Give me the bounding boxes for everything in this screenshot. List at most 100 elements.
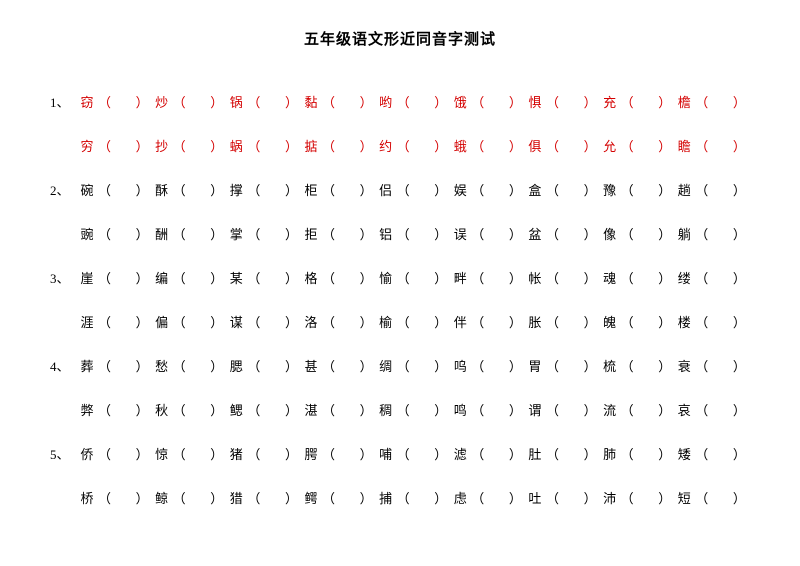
blank-paren[interactable]: （）: [245, 268, 302, 287]
blank-paren[interactable]: （）: [395, 136, 452, 155]
blank-paren[interactable]: （）: [693, 92, 750, 111]
paren-open: （: [397, 400, 410, 419]
char-cell: 榆（）: [377, 312, 452, 331]
blank-paren[interactable]: （）: [693, 312, 750, 331]
blank-paren[interactable]: （）: [96, 268, 153, 287]
blank-paren[interactable]: （）: [171, 268, 228, 287]
blank-paren[interactable]: （）: [469, 92, 526, 111]
blank-paren[interactable]: （）: [619, 180, 676, 199]
blank-paren[interactable]: （）: [619, 268, 676, 287]
blank-paren[interactable]: （）: [320, 92, 377, 111]
blank-paren[interactable]: （）: [395, 312, 452, 331]
blank-paren[interactable]: （）: [320, 444, 377, 463]
blank-paren[interactable]: （）: [469, 488, 526, 507]
blank-paren[interactable]: （）: [171, 312, 228, 331]
blank-paren[interactable]: （）: [96, 312, 153, 331]
blank-paren[interactable]: （）: [96, 92, 153, 111]
blank-paren[interactable]: （）: [395, 444, 452, 463]
blank-paren[interactable]: （）: [320, 356, 377, 375]
blank-paren[interactable]: （）: [96, 136, 153, 155]
blank-paren[interactable]: （）: [693, 444, 750, 463]
blank-paren[interactable]: （）: [469, 268, 526, 287]
blank-paren[interactable]: （）: [693, 136, 750, 155]
blank-paren[interactable]: （）: [171, 400, 228, 419]
blank-paren[interactable]: （）: [544, 488, 601, 507]
blank-paren[interactable]: （）: [171, 488, 228, 507]
blank-paren[interactable]: （）: [693, 356, 750, 375]
blank-paren[interactable]: （）: [245, 224, 302, 243]
char-cell: 肺（）: [601, 444, 676, 463]
blank-paren[interactable]: （）: [544, 180, 601, 199]
blank-paren[interactable]: （）: [245, 356, 302, 375]
blank-paren[interactable]: （）: [619, 444, 676, 463]
blank-paren[interactable]: （）: [320, 488, 377, 507]
blank-paren[interactable]: （）: [619, 312, 676, 331]
blank-paren[interactable]: （）: [320, 224, 377, 243]
blank-paren[interactable]: （）: [395, 400, 452, 419]
blank-paren[interactable]: （）: [469, 180, 526, 199]
blank-paren[interactable]: （）: [619, 92, 676, 111]
hanzi-char: 愉: [377, 268, 395, 287]
blank-paren[interactable]: （）: [320, 180, 377, 199]
blank-paren[interactable]: （）: [544, 92, 601, 111]
blank-paren[interactable]: （）: [544, 400, 601, 419]
blank-paren[interactable]: （）: [245, 488, 302, 507]
blank-paren[interactable]: （）: [469, 400, 526, 419]
blank-paren[interactable]: （）: [544, 136, 601, 155]
blank-paren[interactable]: （）: [693, 180, 750, 199]
blank-paren[interactable]: （）: [245, 444, 302, 463]
blank-paren[interactable]: （）: [544, 356, 601, 375]
blank-paren[interactable]: （）: [96, 224, 153, 243]
blank-paren[interactable]: （）: [693, 268, 750, 287]
blank-paren[interactable]: （）: [469, 224, 526, 243]
blank-paren[interactable]: （）: [395, 224, 452, 243]
blank-paren[interactable]: （）: [320, 312, 377, 331]
blank-paren[interactable]: （）: [96, 356, 153, 375]
hanzi-char: 桥: [78, 488, 96, 507]
blank-paren[interactable]: （）: [544, 224, 601, 243]
blank-paren[interactable]: （）: [171, 92, 228, 111]
blank-paren[interactable]: （）: [171, 444, 228, 463]
blank-paren[interactable]: （）: [619, 356, 676, 375]
blank-paren[interactable]: （）: [245, 400, 302, 419]
blank-paren[interactable]: （）: [544, 268, 601, 287]
blank-paren[interactable]: （）: [693, 224, 750, 243]
blank-paren[interactable]: （）: [96, 488, 153, 507]
blank-paren[interactable]: （）: [395, 180, 452, 199]
char-cell: 编（）: [153, 268, 228, 287]
blank-paren[interactable]: （）: [245, 136, 302, 155]
blank-paren[interactable]: （）: [320, 136, 377, 155]
blank-paren[interactable]: （）: [245, 312, 302, 331]
blank-paren[interactable]: （）: [619, 224, 676, 243]
blank-paren[interactable]: （）: [96, 444, 153, 463]
blank-paren[interactable]: （）: [469, 136, 526, 155]
blank-paren[interactable]: （）: [395, 268, 452, 287]
blank-paren[interactable]: （）: [245, 180, 302, 199]
blank-paren[interactable]: （）: [320, 400, 377, 419]
blank-paren[interactable]: （）: [619, 488, 676, 507]
blank-paren[interactable]: （）: [544, 312, 601, 331]
blank-paren[interactable]: （）: [395, 488, 452, 507]
blank-paren[interactable]: （）: [171, 356, 228, 375]
blank-paren[interactable]: （）: [469, 312, 526, 331]
blank-paren[interactable]: （）: [171, 224, 228, 243]
blank-paren[interactable]: （）: [96, 180, 153, 199]
blank-paren[interactable]: （）: [469, 444, 526, 463]
blank-paren[interactable]: （）: [693, 488, 750, 507]
blank-paren[interactable]: （）: [96, 400, 153, 419]
blank-paren[interactable]: （）: [619, 400, 676, 419]
blank-paren[interactable]: （）: [693, 400, 750, 419]
blank-paren[interactable]: （）: [395, 356, 452, 375]
blank-paren[interactable]: （）: [395, 92, 452, 111]
blank-paren[interactable]: （）: [469, 356, 526, 375]
paren-close: ）: [658, 136, 671, 155]
blank-paren[interactable]: （）: [245, 92, 302, 111]
blank-paren[interactable]: （）: [320, 268, 377, 287]
blank-paren[interactable]: （）: [171, 180, 228, 199]
hanzi-char: 猪: [227, 444, 245, 463]
paren-close: ）: [136, 356, 149, 375]
blank-paren[interactable]: （）: [171, 136, 228, 155]
blank-paren[interactable]: （）: [544, 444, 601, 463]
paren-close: ）: [658, 92, 671, 111]
blank-paren[interactable]: （）: [619, 136, 676, 155]
